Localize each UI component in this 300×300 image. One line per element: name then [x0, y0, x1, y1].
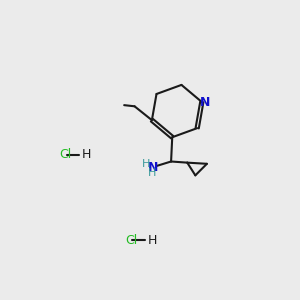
Text: N: N [148, 161, 158, 174]
Text: N: N [200, 96, 210, 109]
Text: Cl: Cl [59, 148, 71, 161]
Text: Cl: Cl [125, 234, 137, 247]
Text: H: H [148, 168, 156, 178]
Text: H: H [142, 159, 151, 169]
Text: H: H [82, 148, 92, 161]
Text: H: H [148, 234, 157, 247]
